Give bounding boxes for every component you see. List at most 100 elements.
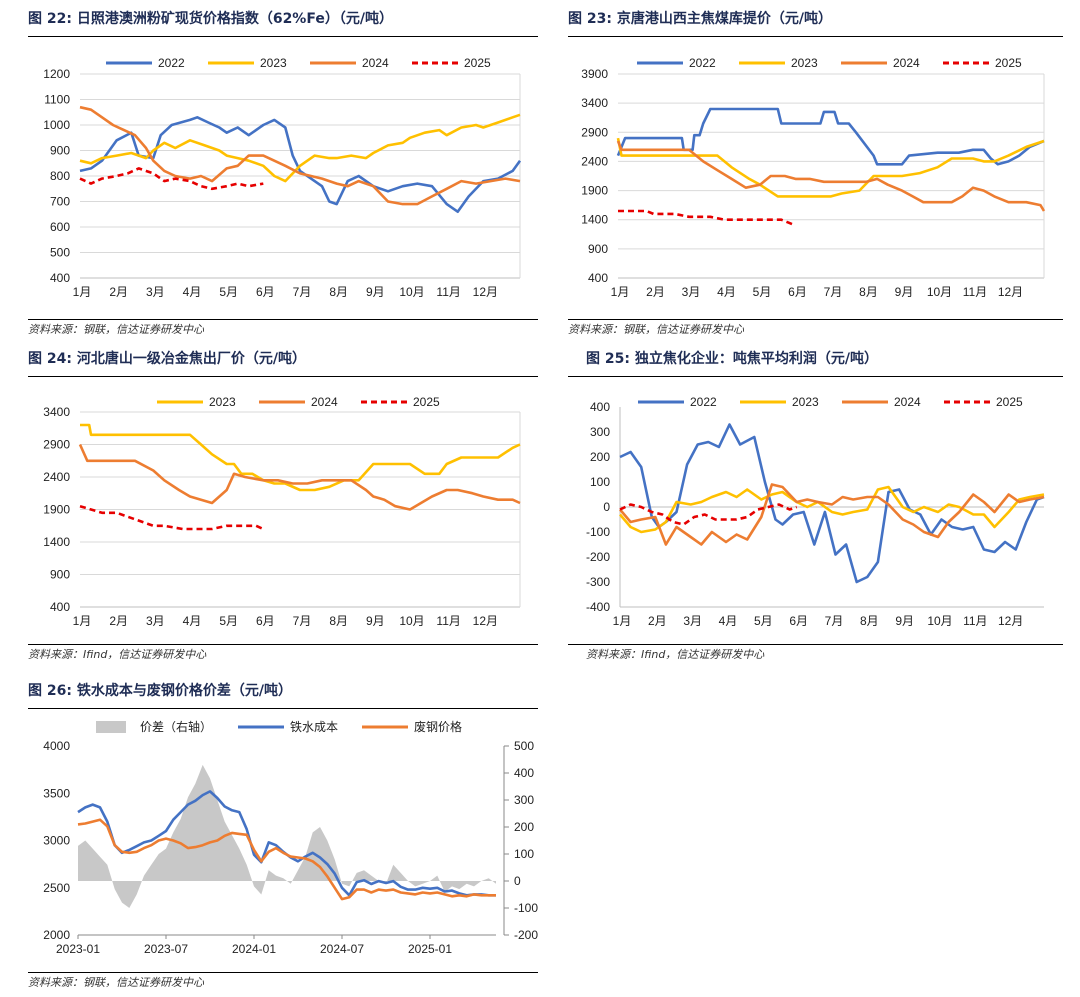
x-tick-label: 8月 — [859, 285, 878, 299]
y-tick-label: 200 — [590, 450, 610, 464]
figure-22-chart: 400 500 600 700 800 900 1000 1100 1200 1月 2月 3月 4月 5月… — [43, 56, 522, 299]
y-tick-label: 1100 — [44, 93, 70, 107]
x-tick-label: 7月 — [293, 614, 312, 628]
x-tick-label: 8月 — [329, 285, 348, 299]
y-tick-label: 400 — [588, 271, 608, 285]
x-tick-label: 4月 — [719, 614, 738, 628]
x-tick-label: 3月 — [683, 614, 702, 628]
y-tick-label: 700 — [50, 195, 70, 209]
legend-label: 2025 — [413, 395, 440, 409]
legend-swatch — [96, 721, 126, 733]
x-tick-label: 7月 — [825, 614, 844, 628]
x-tick-label: 5月 — [753, 285, 772, 299]
x-tick-label: 2024-07 — [320, 942, 364, 956]
y-tick-label: -300 — [586, 575, 610, 589]
x-tick-label: 1月 — [73, 285, 92, 299]
x-tick-label: 1月 — [73, 614, 92, 628]
y-right-tick-label: 100 — [514, 847, 534, 861]
y-tick-label: -400 — [586, 600, 610, 614]
y-tick-label: 0 — [603, 500, 610, 514]
source-divider — [568, 644, 1063, 645]
figure-24-title: 图 24: 河北唐山一级冶金焦出厂价（元/吨） — [28, 351, 306, 367]
x-tick-label: 12月 — [473, 614, 498, 628]
x-tick-label: 2月 — [109, 285, 128, 299]
figure-26: 图 26: 铁水成本与废钢价格价差（元/吨） 2000 2500 3000 3500 4… — [28, 680, 538, 992]
x-tick-label: 9月 — [895, 285, 914, 299]
legend-label: 2025 — [995, 56, 1022, 70]
y-tick-label: 600 — [50, 220, 70, 234]
x-tick-label: 10月 — [399, 285, 424, 299]
y-left-tick-label: 3000 — [43, 834, 70, 848]
x-tick-label: 5月 — [219, 614, 238, 628]
x-tick-label: 12月 — [998, 614, 1023, 628]
legend-label: 2023 — [792, 395, 819, 409]
x-tick-label: 6月 — [256, 614, 275, 628]
x-tick-label: 12月 — [473, 285, 498, 299]
series-line-2023 — [616, 137, 1045, 198]
x-tick-label: 2月 — [109, 614, 128, 628]
series-line-2024 — [78, 443, 521, 511]
x-tick-label: 5月 — [754, 614, 773, 628]
y-right-tick-label: -200 — [514, 928, 538, 942]
y-tick-label: 300 — [590, 425, 610, 439]
y-tick-label: 2400 — [581, 154, 608, 168]
legend-label: 2023 — [791, 56, 818, 70]
y-right-tick-label: 0 — [514, 874, 521, 888]
y-tick-label: 3900 — [581, 67, 608, 81]
y-tick-label: 1000 — [43, 118, 70, 132]
x-tick-label: 9月 — [366, 614, 385, 628]
x-tick-label: 2024-01 — [232, 942, 276, 956]
series-line-2022 — [79, 116, 522, 213]
x-tick-label: 8月 — [329, 614, 348, 628]
x-tick-label: 3月 — [146, 614, 165, 628]
source-divider — [28, 972, 538, 973]
legend-label: 2023 — [209, 395, 236, 409]
figure-24: 图 24: 河北唐山一级冶金焦出厂价（元/吨） 400 900 1400 1900 24… — [28, 348, 538, 666]
y-tick-label: 800 — [50, 169, 70, 183]
y-tick-label: 1900 — [43, 503, 70, 517]
series-line-2023 — [619, 485, 1045, 534]
x-tick-label: 11月 — [436, 614, 460, 628]
x-tick-label: 2023-07 — [144, 942, 188, 956]
y-tick-label: 500 — [50, 246, 70, 260]
x-tick-label: 2月 — [646, 285, 665, 299]
y-right-tick-label: 300 — [514, 793, 534, 807]
x-tick-label: 10月 — [927, 285, 952, 299]
title-divider — [28, 708, 538, 709]
x-tick-label: 12月 — [998, 285, 1023, 299]
legend-label: 2023 — [260, 56, 287, 70]
y-tick-label: 400 — [50, 600, 70, 614]
x-tick-label: 1月 — [613, 614, 632, 628]
legend-label: 2024 — [362, 56, 389, 70]
x-tick-label: 10月 — [927, 614, 952, 628]
y-right-tick-label: -100 — [514, 901, 538, 915]
y-tick-label: 3400 — [581, 96, 608, 110]
x-tick-label: 7月 — [293, 285, 312, 299]
y-right-tick-label: 200 — [514, 820, 534, 834]
y-tick-label: 1400 — [43, 535, 70, 549]
y-tick-label: 400 — [590, 400, 610, 414]
y-right-tick-label: 500 — [514, 739, 534, 753]
y-tick-label: 1400 — [581, 213, 608, 227]
y-right-tick-label: 400 — [514, 766, 534, 780]
x-tick-label: 11月 — [963, 614, 987, 628]
figure-26-chart: 2000 2500 3000 3500 4000 -200 -100 0 100 200 300 40… — [43, 719, 538, 956]
x-tick-label: 9月 — [366, 285, 385, 299]
title-divider — [568, 36, 1063, 37]
x-tick-label: 7月 — [824, 285, 843, 299]
y-left-tick-label: 4000 — [43, 739, 70, 753]
spread-area — [78, 764, 496, 908]
y-tick-label: 2900 — [43, 438, 70, 452]
legend-label: 2024 — [893, 56, 920, 70]
legend-label: 废钢价格 — [414, 719, 462, 734]
y-left-tick-label: 2500 — [43, 881, 70, 895]
x-tick-label: 6月 — [788, 285, 807, 299]
series-line-2024 — [616, 140, 1046, 212]
y-tick-label: 900 — [50, 568, 70, 582]
legend-label: 2022 — [158, 56, 185, 70]
x-tick-label: 5月 — [219, 285, 238, 299]
series-line-2025 — [619, 503, 798, 526]
series-line-2024 — [619, 483, 1045, 546]
series-line-废钢价格 — [77, 818, 496, 901]
legend-label: 价差（右轴） — [140, 719, 212, 734]
